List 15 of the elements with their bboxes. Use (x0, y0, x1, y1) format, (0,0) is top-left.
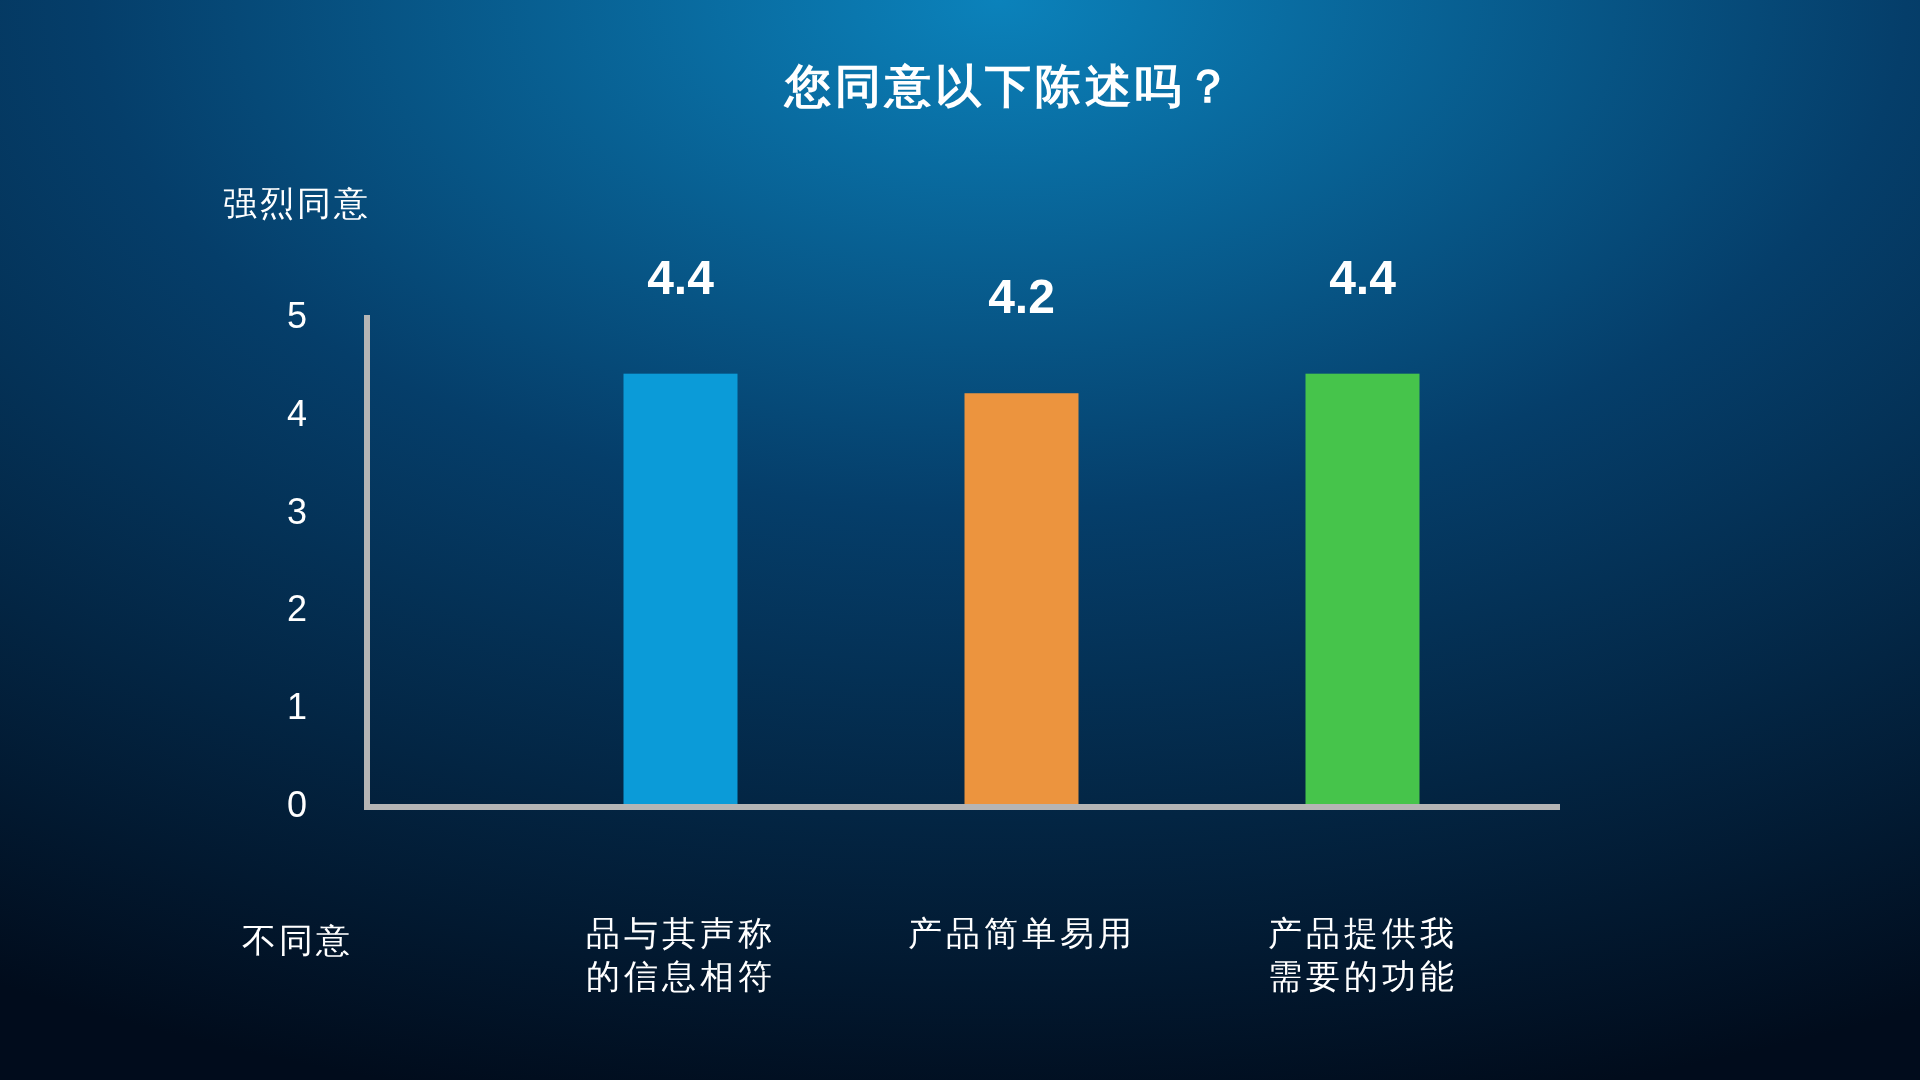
x-tick-label: 产品简单易用 (907, 914, 1136, 952)
data-label: 4.2 (988, 270, 1055, 324)
y-tick-label: 1 (286, 686, 308, 728)
y-tick-label: 2 (286, 588, 308, 630)
text: 强烈同意 (223, 184, 371, 222)
y-tick-label: 3 (286, 490, 308, 532)
chart-title: 您同意以下陈述吗？ (783, 60, 1235, 112)
y-tick-label: 5 (286, 295, 308, 336)
data-label: 4.4 (1329, 250, 1397, 304)
x-tick-label: 产品提供我需要的功能 (1267, 914, 1458, 996)
y-tick-label: 4 (286, 392, 308, 434)
x-tick-label: 品与其声称的信息相符 (585, 914, 776, 996)
text: 不同意 (241, 921, 353, 959)
y-tick-label: 0 (286, 784, 308, 825)
data-label: 4.4 (647, 250, 715, 304)
